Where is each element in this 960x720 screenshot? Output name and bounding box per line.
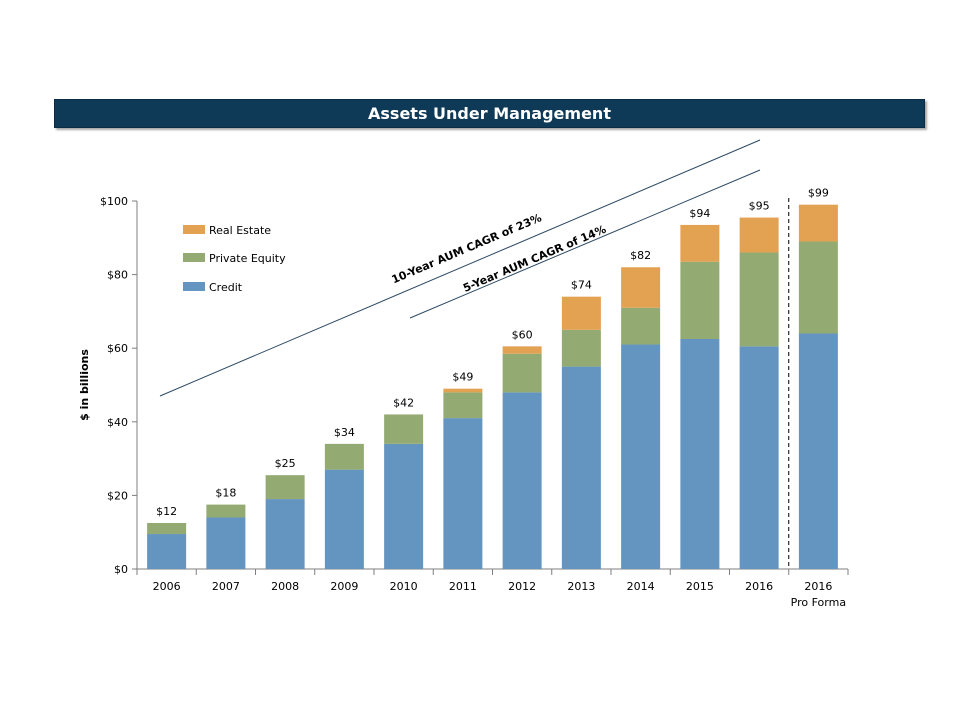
- chart-title: Assets Under Management: [368, 104, 611, 123]
- data-label-total: $12: [156, 505, 177, 518]
- legend-label: Real Estate: [209, 224, 271, 237]
- bar-private-equity-11: [798, 241, 838, 334]
- bar-real-estate-10: [739, 217, 779, 253]
- x-tick-label: 2015: [686, 580, 714, 593]
- data-label-total: $60: [512, 328, 533, 341]
- bar-credit-6: [502, 392, 542, 569]
- bar-credit-1: [206, 517, 246, 569]
- bar-credit-9: [680, 339, 720, 569]
- x-tick-label: 2014: [627, 580, 655, 593]
- y-tick-label: $20: [107, 489, 128, 502]
- bar-private-equity-8: [621, 307, 661, 345]
- y-tick-label: $100: [100, 195, 128, 208]
- bar-private-equity-0: [147, 523, 187, 535]
- legend-swatch-private-equity: [183, 253, 205, 262]
- legend-label: Private Equity: [209, 252, 286, 265]
- data-label-total: $99: [808, 187, 829, 200]
- x-tick-sublabel: Pro Forma: [791, 596, 846, 609]
- data-label-total: $74: [571, 279, 592, 292]
- data-label-total: $18: [215, 487, 236, 500]
- legend-swatch-real-estate: [183, 225, 205, 234]
- cagr-5yr-line: [409, 169, 761, 319]
- x-tick-label: 2006: [153, 580, 181, 593]
- bar-private-equity-4: [384, 414, 424, 444]
- y-tick-label: $60: [107, 342, 128, 355]
- legend-label: Credit: [209, 281, 243, 294]
- bar-real-estate-9: [680, 224, 720, 262]
- x-tick-label: 2012: [508, 580, 536, 593]
- y-axis-label: $ in billions: [78, 349, 91, 421]
- bar-private-equity-3: [324, 443, 364, 470]
- data-label-total: $34: [334, 426, 355, 439]
- bar-credit-11: [798, 333, 838, 569]
- x-tick-label: 2016: [745, 580, 773, 593]
- bar-credit-7: [561, 366, 601, 569]
- data-label-total: $25: [275, 457, 296, 470]
- data-label-total: $95: [749, 200, 770, 213]
- data-label-total: $49: [452, 371, 473, 384]
- cagr-10yr-line: [159, 139, 761, 397]
- x-tick-label: 2007: [212, 580, 240, 593]
- bar-credit-10: [739, 346, 779, 569]
- bar-credit-0: [147, 534, 187, 569]
- cagr-10yr-label: 10-Year AUM CAGR of 23%: [390, 211, 544, 286]
- bar-real-estate-7: [561, 296, 601, 330]
- bar-real-estate-8: [621, 267, 661, 308]
- x-tick-label: 2016: [804, 580, 832, 593]
- bar-real-estate-6: [502, 346, 542, 354]
- chart-title-bar: Assets Under Management: [54, 99, 925, 128]
- bar-private-equity-7: [561, 329, 601, 367]
- bar-private-equity-2: [265, 475, 305, 500]
- data-label-total: $42: [393, 396, 414, 409]
- bar-private-equity-1: [206, 504, 246, 518]
- bar-credit-8: [621, 344, 661, 569]
- x-tick-label: 2008: [271, 580, 299, 593]
- x-tick-label: 2010: [390, 580, 418, 593]
- x-tick-label: 2009: [330, 580, 358, 593]
- bar-private-equity-9: [680, 261, 720, 339]
- bar-credit-2: [265, 499, 305, 569]
- bar-real-estate-11: [798, 204, 838, 242]
- bar-credit-4: [384, 443, 424, 569]
- y-tick-label: $0: [114, 563, 128, 576]
- y-tick-label: $40: [107, 416, 128, 429]
- legend-swatch-credit: [183, 282, 205, 291]
- bar-real-estate-5: [443, 388, 483, 393]
- data-label-total: $82: [630, 249, 651, 262]
- data-label-total: $94: [689, 207, 710, 220]
- bar-credit-5: [443, 418, 483, 569]
- bar-private-equity-10: [739, 252, 779, 347]
- x-tick-label: 2011: [449, 580, 477, 593]
- y-tick-label: $80: [107, 269, 128, 282]
- bar-private-equity-6: [502, 353, 542, 393]
- bar-private-equity-5: [443, 392, 483, 419]
- x-tick-label: 2013: [567, 580, 595, 593]
- bar-credit-3: [324, 469, 364, 569]
